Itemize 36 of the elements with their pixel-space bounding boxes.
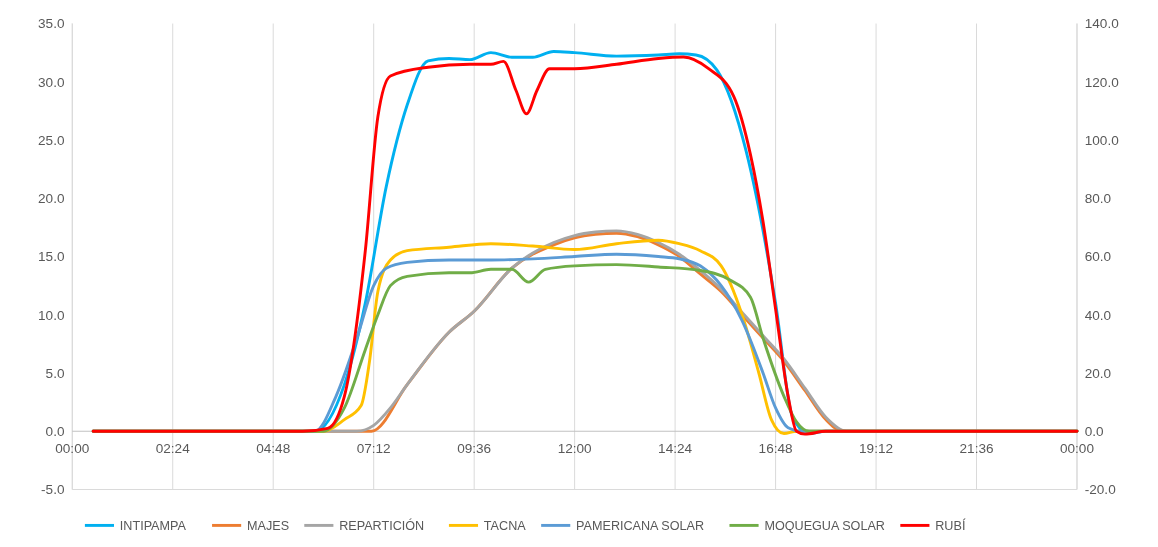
x-tick-label: 07:12 — [356, 440, 391, 456]
x-tick-label: 00:00 — [55, 440, 90, 456]
y-tick-label: 35.0 — [38, 16, 65, 32]
y2-tick-label: 140.0 — [1084, 16, 1120, 32]
legend-label: MOQUEGUA SOLAR — [764, 518, 885, 533]
legend-label: MAJES — [247, 518, 290, 533]
y2-tick-label: 60.0 — [1084, 249, 1112, 265]
y2-tick-label: 0.0 — [1084, 424, 1105, 439]
y-tick-label: 25.0 — [38, 132, 65, 148]
x-tick-label: 12:00 — [557, 440, 593, 456]
y-tick-label: 30.0 — [38, 74, 65, 90]
x-tick-label: 09:36 — [457, 440, 492, 456]
legend-label: REPARTICIÓN — [339, 517, 425, 533]
y2-tick-label: 120.0 — [1084, 74, 1120, 90]
y-tick-label: 10.0 — [38, 307, 65, 323]
y-tick-label: 5.0 — [45, 365, 65, 381]
x-tick-label: 16:48 — [758, 440, 793, 456]
y2-tick-label: -20.0 — [1084, 482, 1117, 498]
x-tick-label: 04:48 — [256, 440, 291, 456]
legend-label: PAMERICANA SOLAR — [576, 518, 705, 533]
y-tick-label: 15.0 — [38, 249, 65, 265]
legend-label: INTIPAMPA — [119, 518, 187, 533]
y-tick-label: 0.0 — [45, 424, 65, 439]
y-tick-label: -5.0 — [41, 482, 65, 498]
x-tick-label: 19:12 — [859, 440, 894, 456]
x-tick-label: 02:24 — [155, 440, 191, 456]
y2-tick-label: 40.0 — [1084, 307, 1112, 323]
legend-label: RUBÍ — [935, 517, 966, 533]
y-tick-label: 20.0 — [38, 191, 65, 207]
y2-tick-label: 80.0 — [1084, 191, 1112, 207]
y2-tick-label: 100.0 — [1084, 132, 1120, 148]
legend-label: TACNA — [483, 518, 527, 533]
x-tick-label: 21:36 — [959, 440, 994, 456]
x-tick-label: 14:24 — [658, 440, 693, 456]
y2-tick-label: 20.0 — [1084, 365, 1112, 381]
x-tick-label: 00:00 — [1060, 440, 1095, 456]
